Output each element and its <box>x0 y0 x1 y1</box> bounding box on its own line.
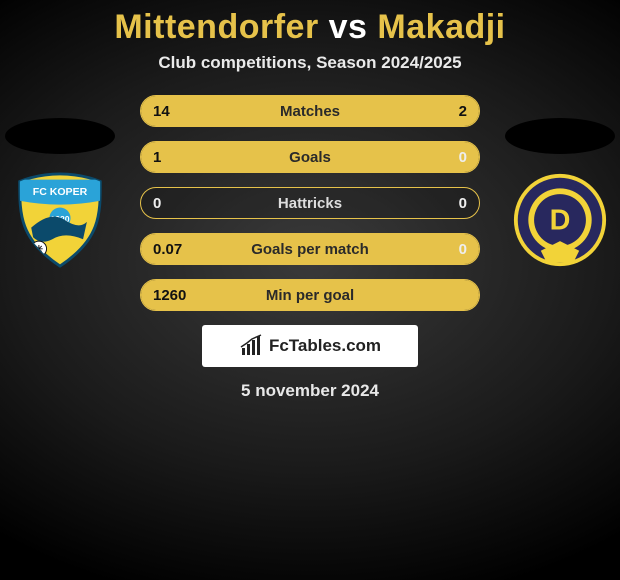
fc-koper-badge: FC KOPER 1920 <box>12 172 108 268</box>
title-player1: Mittendorfer <box>114 8 318 46</box>
stat-value-left: 14 <box>153 96 170 127</box>
svg-text:D: D <box>550 205 571 237</box>
svg-text:FC KOPER: FC KOPER <box>33 186 88 198</box>
crest-icon: D DOMŽALE DOMŽALE <box>512 172 608 268</box>
stat-value-right: 0 <box>459 142 467 173</box>
brand-text: FcTables.com <box>269 336 381 356</box>
stat-row: Goals per match0.07 0 <box>140 233 480 265</box>
stat-label: Goals <box>141 142 479 173</box>
date-stamp: 5 november 2024 <box>0 381 620 401</box>
stat-value-left: 0.07 <box>153 234 182 265</box>
right-team-column: D DOMŽALE DOMŽALE <box>500 118 620 268</box>
stat-label: Hattricks <box>141 188 479 219</box>
stats-list: Matches142Goals10Hattricks00Goals per ma… <box>140 95 480 311</box>
stat-label: Min per goal <box>141 280 479 311</box>
page-title: Mittendorfer vs Makadji <box>0 8 620 47</box>
nk-domzale-badge: D DOMŽALE DOMŽALE <box>512 172 608 268</box>
stat-row: Matches14 2 <box>140 95 480 127</box>
stat-row: Min per goal1260 <box>140 279 480 311</box>
stat-value-right: 0 <box>459 234 467 265</box>
player-shadow-left <box>5 118 115 154</box>
player-shadow-right <box>505 118 615 154</box>
shield-icon: FC KOPER 1920 <box>12 172 108 268</box>
stat-label: Matches <box>141 96 479 127</box>
stat-label: Goals per match <box>141 234 479 265</box>
stat-value-left: 1 <box>153 142 161 173</box>
stat-value-right: 0 <box>459 188 467 219</box>
title-vs: vs <box>329 8 368 46</box>
title-player2: Makadji <box>377 8 505 46</box>
stat-value-left: 0 <box>153 188 161 219</box>
brand-box: FcTables.com <box>202 325 418 367</box>
stat-row: Goals1 0 <box>140 141 480 173</box>
stat-value-right: 2 <box>459 96 467 127</box>
stat-row: Hattricks0 0 <box>140 187 480 219</box>
subtitle: Club competitions, Season 2024/2025 <box>0 53 620 73</box>
left-team-column: FC KOPER 1920 <box>0 118 120 268</box>
stat-value-left: 1260 <box>153 280 186 311</box>
bar-chart-icon <box>239 334 263 358</box>
comparison-card: Mittendorfer vs Makadji Club competition… <box>0 0 620 401</box>
